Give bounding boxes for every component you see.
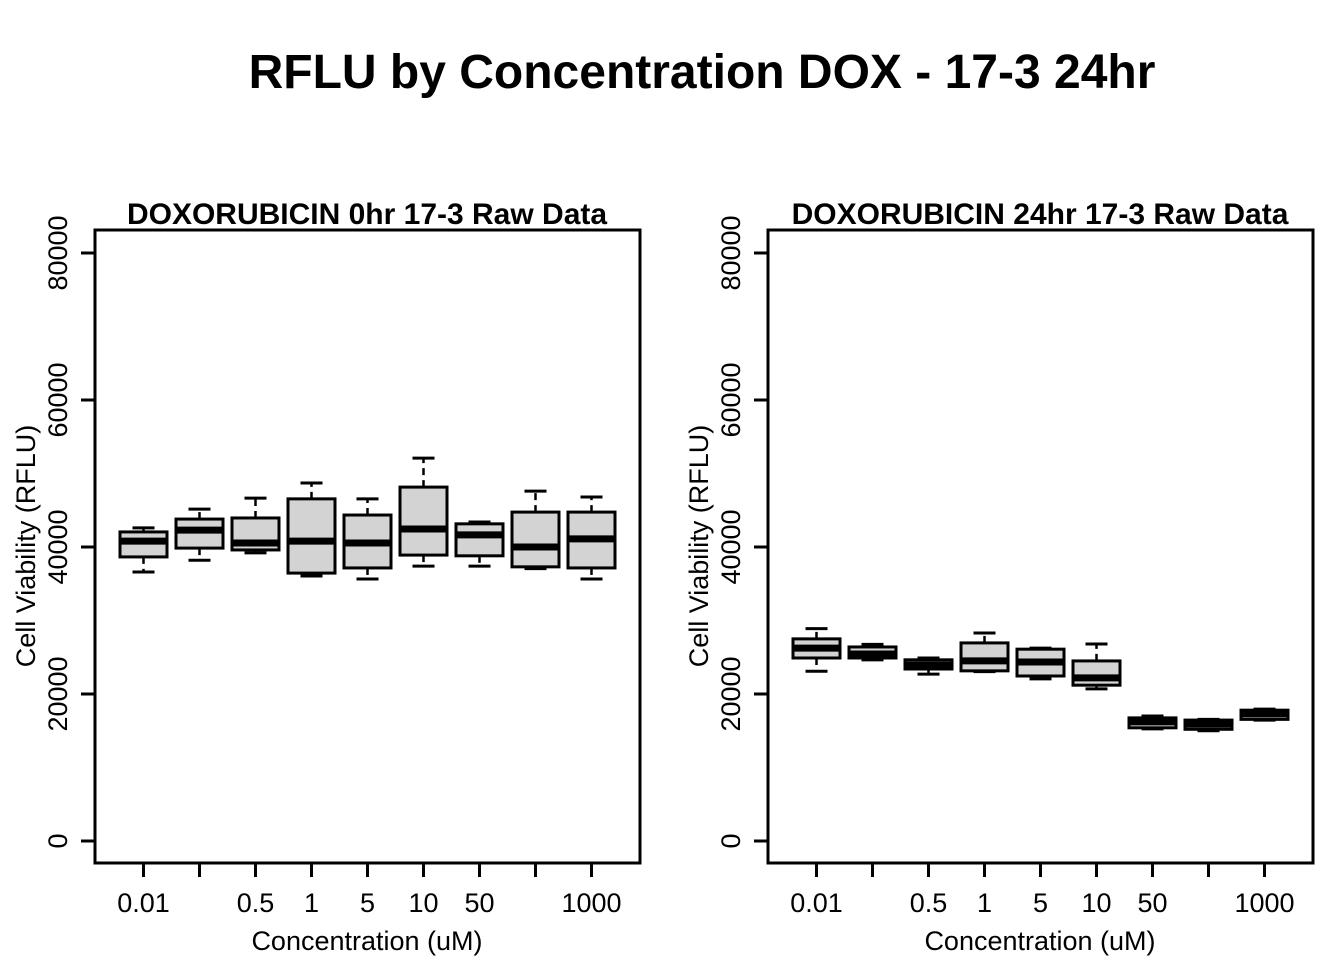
x-tick-label: 0.5 xyxy=(910,888,948,918)
panel-0hr: DOXORUBICIN 0hr 17-3 Raw Data Cell Viabi… xyxy=(11,198,642,956)
panel-0hr-x-axis-title: Concentration (uM) xyxy=(251,926,482,956)
panel-24hr-x-axis-title: Concentration (uM) xyxy=(924,926,1155,956)
boxplot-group xyxy=(1071,642,1122,691)
panel-24hr-title: DOXORUBICIN 24hr 17-3 Raw Data xyxy=(792,198,1289,231)
panel-24hr-y-axis-title: Cell Viability (RFLU) xyxy=(684,425,714,668)
boxplot-group xyxy=(1183,717,1234,733)
box-iqr xyxy=(1071,659,1122,687)
x-tick-label: 0.01 xyxy=(790,888,843,918)
boxplot-group xyxy=(1015,646,1066,681)
boxplot-group xyxy=(230,496,281,555)
boxplot-group xyxy=(1239,707,1290,722)
x-tick-label: 1 xyxy=(977,888,992,918)
boxplot-group xyxy=(791,627,842,673)
y-tick-label: 60000 xyxy=(716,362,746,437)
boxplot-group xyxy=(1127,714,1178,731)
boxplot-group xyxy=(454,520,505,568)
y-tick-label: 0 xyxy=(716,833,746,848)
y-tick-label: 80000 xyxy=(716,215,746,290)
box-iqr xyxy=(510,510,561,569)
boxplot-group xyxy=(903,656,954,676)
boxplot-group xyxy=(510,489,561,571)
y-tick-label: 40000 xyxy=(43,509,73,584)
y-tick-label: 60000 xyxy=(43,362,73,437)
y-tick-label: 0 xyxy=(43,833,73,848)
boxplot-group xyxy=(174,507,225,562)
box-iqr xyxy=(959,641,1010,673)
x-tick-label: 50 xyxy=(1137,888,1167,918)
box-iqr xyxy=(398,485,449,557)
plot-border xyxy=(766,228,1315,865)
panel-0hr-plot-area: 0 20000 40000 60000 80000 0.01 0.5 1 5 10 50 1000 xyxy=(43,215,642,918)
boxplot-group xyxy=(286,481,337,578)
x-tick-label: 10 xyxy=(1081,888,1111,918)
x-tick-label: 10 xyxy=(408,888,438,918)
boxplot-group xyxy=(118,526,169,574)
panel-0hr-title: DOXORUBICIN 0hr 17-3 Raw Data xyxy=(127,198,607,231)
boxplot-group xyxy=(342,497,393,581)
y-tick-label: 20000 xyxy=(716,656,746,731)
x-tick-label: 0.01 xyxy=(117,888,170,918)
panel-24hr: DOXORUBICIN 24hr 17-3 Raw Data Cell Viab… xyxy=(684,198,1315,956)
boxplot-group xyxy=(847,642,898,662)
x-tick-label: 1 xyxy=(304,888,319,918)
y-tick-label: 80000 xyxy=(43,215,73,290)
x-tick-label: 5 xyxy=(1033,888,1048,918)
y-tick-label: 40000 xyxy=(716,509,746,584)
box-iqr xyxy=(286,497,337,575)
panel-0hr-y-axis-title: Cell Viability (RFLU) xyxy=(11,425,41,668)
panel-24hr-plot-area: 0 20000 40000 60000 80000 0.01 0.5 1 5 10 50 1000 xyxy=(716,215,1315,918)
x-tick-label: 0.5 xyxy=(237,888,275,918)
boxplot-group xyxy=(959,631,1010,674)
x-tick-label: 1000 xyxy=(561,888,621,918)
box-iqr xyxy=(454,522,505,558)
y-tick-label: 20000 xyxy=(43,656,73,731)
x-tick-label: 50 xyxy=(464,888,494,918)
boxplot-group xyxy=(566,495,617,581)
boxplot-group xyxy=(398,456,449,568)
x-tick-label: 5 xyxy=(360,888,375,918)
main-title: RFLU by Concentration DOX - 17-3 24hr xyxy=(249,46,1156,99)
x-tick-label: 1000 xyxy=(1234,888,1294,918)
